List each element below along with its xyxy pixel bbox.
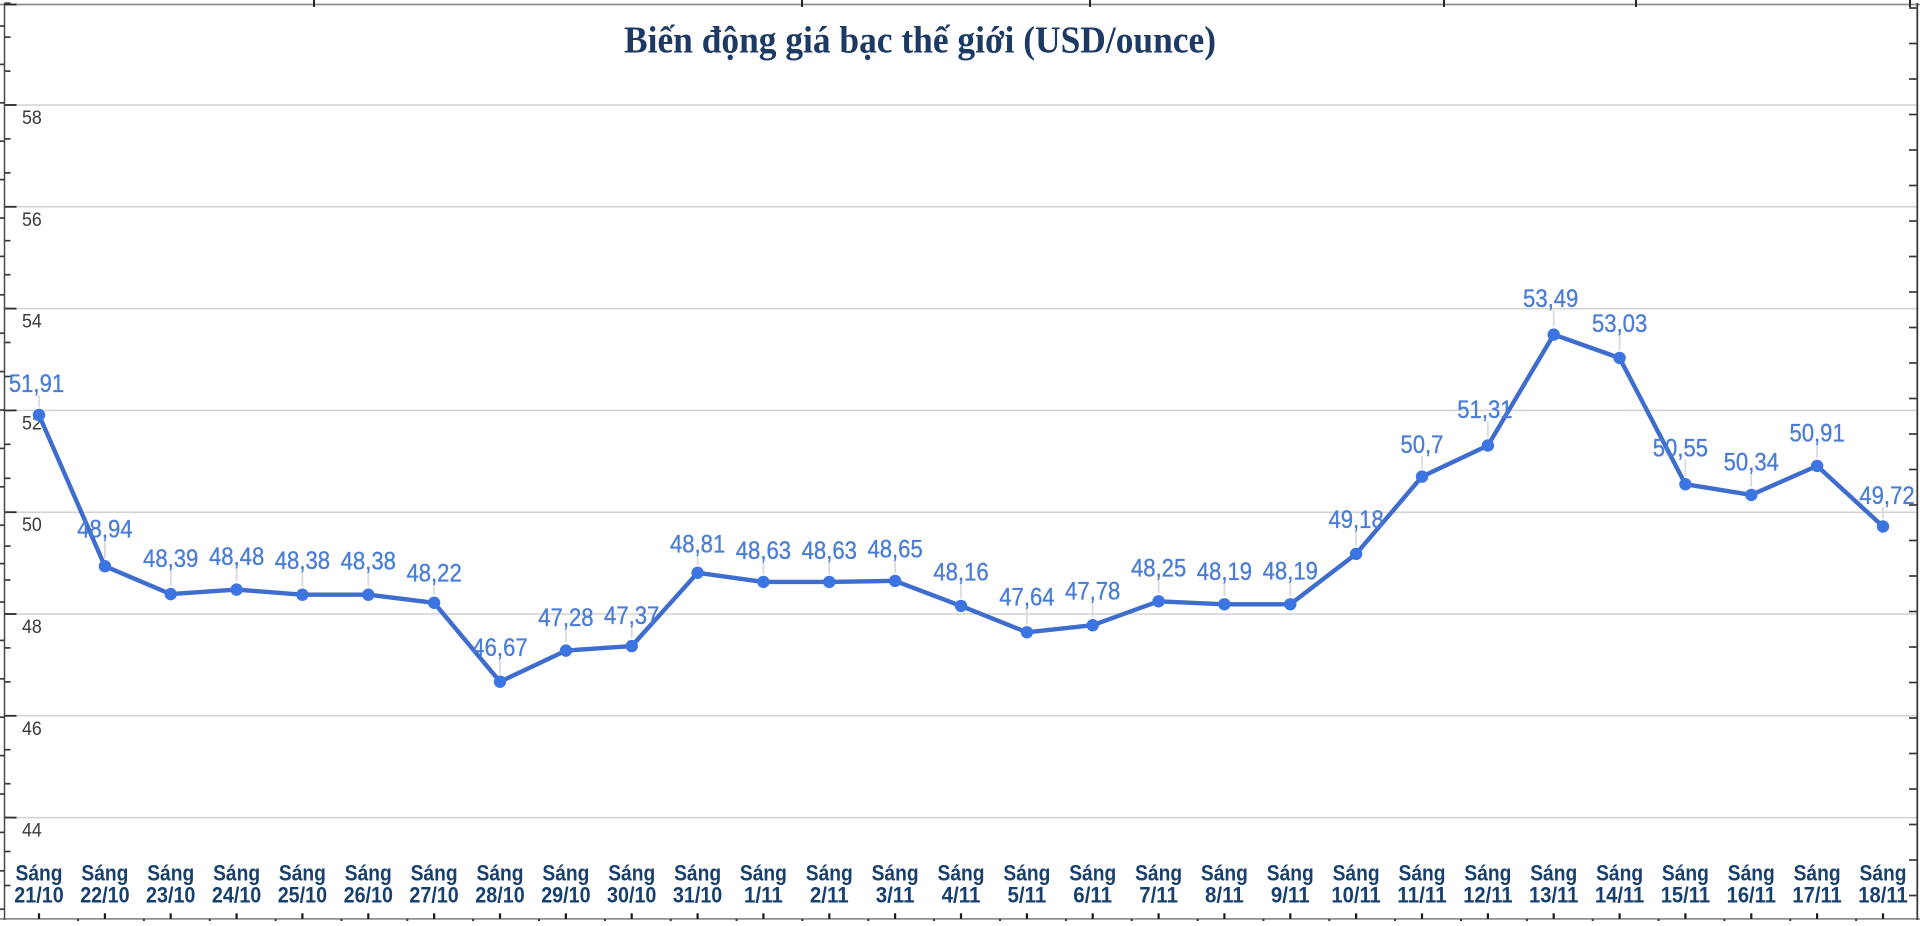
svg-text:48,38: 48,38	[341, 548, 396, 576]
svg-text:18/11: 18/11	[1858, 883, 1907, 908]
svg-text:50,91: 50,91	[1789, 419, 1844, 447]
svg-text:Sáng: Sáng	[740, 861, 787, 886]
svg-text:51,31: 51,31	[1457, 396, 1512, 424]
svg-text:Sáng: Sáng	[1267, 861, 1314, 886]
svg-text:25/10: 25/10	[278, 883, 327, 908]
svg-text:1/11: 1/11	[744, 883, 783, 908]
svg-text:Sáng: Sáng	[279, 861, 326, 886]
svg-text:13/11: 13/11	[1529, 883, 1578, 908]
svg-text:4/11: 4/11	[942, 883, 981, 908]
svg-text:Biến động giá bạc thế giới (US: Biến động giá bạc thế giới (USD/ounce)	[624, 20, 1216, 62]
svg-text:Sáng: Sáng	[1728, 861, 1775, 886]
svg-text:21/10: 21/10	[14, 883, 63, 908]
svg-text:12/11: 12/11	[1463, 883, 1512, 908]
svg-text:Sáng: Sáng	[16, 861, 63, 886]
svg-text:Sáng: Sáng	[1662, 861, 1709, 886]
svg-text:14/11: 14/11	[1595, 883, 1644, 908]
svg-text:Sáng: Sáng	[81, 861, 128, 886]
svg-text:Sáng: Sáng	[477, 861, 524, 886]
svg-text:47,28: 47,28	[538, 604, 593, 632]
svg-text:Sáng: Sáng	[1596, 861, 1643, 886]
svg-text:3/11: 3/11	[876, 883, 915, 908]
svg-text:6/11: 6/11	[1073, 883, 1112, 908]
svg-text:Sáng: Sáng	[411, 861, 458, 886]
svg-text:Sáng: Sáng	[872, 861, 919, 886]
svg-text:48,94: 48,94	[77, 516, 132, 544]
svg-text:Sáng: Sáng	[1333, 861, 1380, 886]
svg-text:Sáng: Sáng	[1860, 861, 1907, 886]
svg-text:16/11: 16/11	[1727, 883, 1776, 908]
svg-text:51,91: 51,91	[9, 370, 64, 398]
svg-text:27/10: 27/10	[409, 883, 458, 908]
svg-text:48,63: 48,63	[736, 537, 791, 565]
svg-text:5/11: 5/11	[1008, 883, 1047, 908]
svg-text:49,72: 49,72	[1859, 482, 1914, 510]
svg-text:Sáng: Sáng	[1135, 861, 1182, 886]
svg-text:56: 56	[22, 209, 42, 231]
svg-text:53,03: 53,03	[1592, 310, 1647, 338]
svg-text:24/10: 24/10	[212, 883, 261, 908]
svg-text:Sáng: Sáng	[1003, 861, 1050, 886]
svg-text:48,22: 48,22	[406, 559, 461, 587]
svg-text:9/11: 9/11	[1271, 883, 1310, 908]
svg-text:Sáng: Sáng	[608, 861, 655, 886]
svg-text:47,78: 47,78	[1065, 578, 1120, 606]
svg-text:11/11: 11/11	[1397, 883, 1446, 908]
svg-text:48,19: 48,19	[1263, 557, 1318, 585]
svg-text:48,63: 48,63	[802, 537, 857, 565]
svg-text:48,16: 48,16	[933, 558, 988, 586]
svg-text:30/10: 30/10	[607, 883, 656, 908]
svg-text:58: 58	[22, 107, 42, 129]
svg-text:Sáng: Sáng	[938, 861, 985, 886]
svg-text:10/11: 10/11	[1331, 883, 1380, 908]
svg-text:15/11: 15/11	[1661, 883, 1710, 908]
svg-text:29/10: 29/10	[541, 883, 590, 908]
svg-text:28/10: 28/10	[475, 883, 524, 908]
svg-text:23/10: 23/10	[146, 883, 195, 908]
svg-text:Sáng: Sáng	[147, 861, 194, 886]
svg-text:22/10: 22/10	[80, 883, 129, 908]
svg-text:54: 54	[22, 311, 42, 333]
svg-text:31/10: 31/10	[673, 883, 722, 908]
svg-text:50: 50	[22, 514, 42, 536]
svg-text:Sáng: Sáng	[345, 861, 392, 886]
svg-text:48,65: 48,65	[867, 535, 922, 563]
svg-text:Sáng: Sáng	[542, 861, 589, 886]
svg-text:46,67: 46,67	[472, 634, 527, 662]
svg-text:26/10: 26/10	[344, 883, 393, 908]
svg-text:Sáng: Sáng	[1069, 861, 1116, 886]
svg-text:8/11: 8/11	[1205, 883, 1244, 908]
svg-text:50,34: 50,34	[1724, 448, 1779, 476]
svg-text:53,49: 53,49	[1523, 285, 1578, 313]
svg-text:50,55: 50,55	[1653, 435, 1708, 463]
svg-text:48,39: 48,39	[143, 545, 198, 573]
svg-text:48,19: 48,19	[1197, 558, 1252, 586]
svg-text:47,64: 47,64	[999, 583, 1054, 611]
svg-text:Sáng: Sáng	[1399, 861, 1446, 886]
svg-text:48,48: 48,48	[209, 543, 264, 571]
svg-text:48,38: 48,38	[275, 547, 330, 575]
svg-text:47,37: 47,37	[604, 602, 659, 630]
svg-text:46: 46	[22, 718, 42, 740]
svg-text:49,18: 49,18	[1328, 506, 1383, 534]
svg-text:Sáng: Sáng	[1201, 861, 1248, 886]
svg-text:Sáng: Sáng	[213, 861, 260, 886]
svg-text:7/11: 7/11	[1139, 883, 1178, 908]
svg-text:44: 44	[22, 820, 42, 842]
svg-text:Sáng: Sáng	[1530, 861, 1577, 886]
svg-text:Sáng: Sáng	[806, 861, 853, 886]
svg-text:Sáng: Sáng	[1794, 861, 1841, 886]
svg-text:50,7: 50,7	[1401, 431, 1444, 459]
svg-text:2/11: 2/11	[810, 883, 849, 908]
svg-text:48: 48	[22, 616, 42, 638]
svg-text:Sáng: Sáng	[1464, 861, 1511, 886]
svg-text:Sáng: Sáng	[674, 861, 721, 886]
svg-text:48,81: 48,81	[670, 530, 725, 558]
svg-text:17/11: 17/11	[1792, 883, 1841, 908]
svg-text:48,25: 48,25	[1131, 554, 1186, 582]
